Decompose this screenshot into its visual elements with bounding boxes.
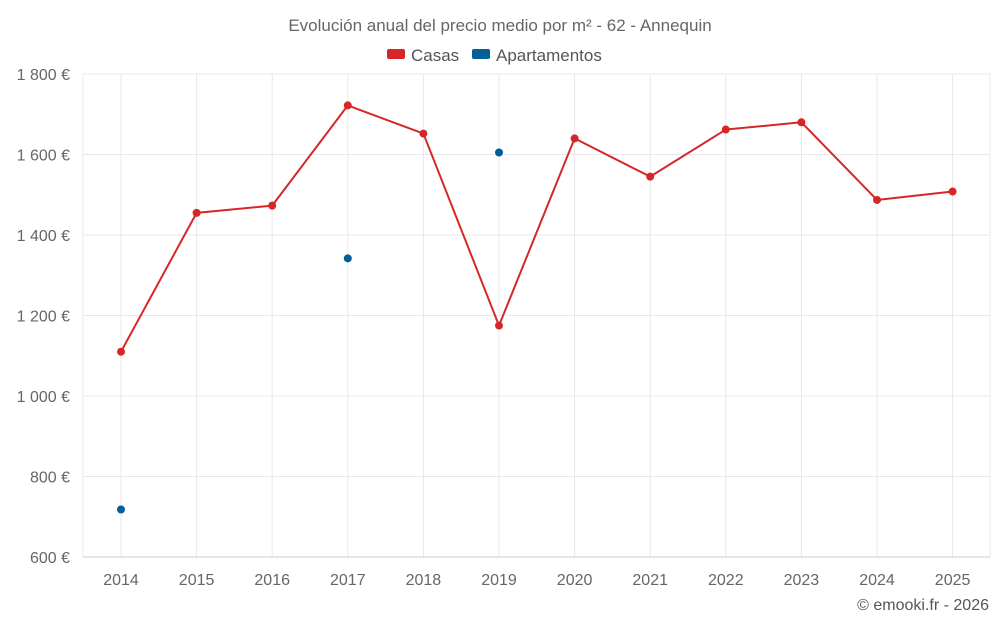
credit-text: © emooki.fr - 2026 (857, 597, 989, 614)
legend-swatch-apartamentos (472, 49, 490, 59)
y-tick-label: 1 200 € (17, 309, 70, 326)
y-tick-label: 1 000 € (17, 389, 70, 406)
data-point-casas[interactable] (721, 125, 730, 134)
x-tick-label: 2018 (406, 572, 442, 589)
y-tick-label: 800 € (30, 470, 70, 487)
series-layer (117, 101, 957, 514)
legend-item-apartamentos[interactable]: Apartamentos (472, 46, 602, 65)
x-tick-labels: 2014 2015 2016 2017 2018 2019 2020 2021 2022 2023… (103, 572, 970, 589)
x-tick-label: 2023 (784, 572, 820, 589)
data-point-apartamentos[interactable] (117, 505, 125, 514)
y-tick-label: 1 800 € (17, 67, 70, 84)
data-point-casas[interactable] (268, 201, 277, 210)
data-point-apartamentos[interactable] (343, 254, 352, 263)
series-casas (117, 101, 957, 356)
data-point-casas[interactable] (495, 321, 503, 330)
x-tick-label: 2016 (254, 572, 290, 589)
x-tick-label: 2020 (557, 572, 593, 589)
legend-label-casas: Casas (411, 46, 459, 65)
x-tick-label: 2019 (481, 572, 517, 589)
x-tick-label: 2015 (179, 572, 215, 589)
x-tick-label: 2025 (935, 572, 971, 589)
data-point-casas[interactable] (570, 134, 579, 143)
y-tick-label: 600 € (30, 550, 70, 567)
x-tick-label: 2022 (708, 572, 744, 589)
x-tick-label: 2024 (859, 572, 895, 589)
y-tick-label: 1 600 € (17, 148, 70, 165)
x-tick-label: 2014 (103, 572, 139, 589)
data-point-apartamentos[interactable] (495, 148, 503, 157)
data-point-casas[interactable] (117, 347, 125, 356)
legend-item-casas[interactable]: Casas (387, 46, 459, 65)
legend-swatch-casas (387, 49, 405, 59)
legend-label-apartamentos: Apartamentos (496, 46, 602, 65)
legend: Casas Apartamentos (387, 46, 602, 65)
y-tick-label: 1 400 € (17, 228, 70, 245)
y-tick-labels: 600 € 800 € 1 000 € 1 200 € 1 400 € 1 600 € 1 … (17, 67, 70, 567)
x-tick-label: 2021 (632, 572, 668, 589)
data-point-casas[interactable] (646, 172, 655, 181)
series-apartamentos (117, 148, 503, 514)
data-point-casas[interactable] (343, 101, 352, 110)
data-point-casas[interactable] (419, 129, 428, 138)
data-point-casas[interactable] (873, 195, 881, 204)
data-point-casas[interactable] (797, 118, 806, 127)
x-tick-label: 2017 (330, 572, 366, 589)
data-point-casas[interactable] (948, 187, 957, 196)
data-point-casas[interactable] (192, 208, 201, 217)
series-line-casas (120, 104, 953, 353)
x-gridlines (82, 74, 991, 557)
y-gridlines (83, 73, 990, 477)
chart-title: Evolución anual del precio medio por m² … (288, 16, 711, 35)
